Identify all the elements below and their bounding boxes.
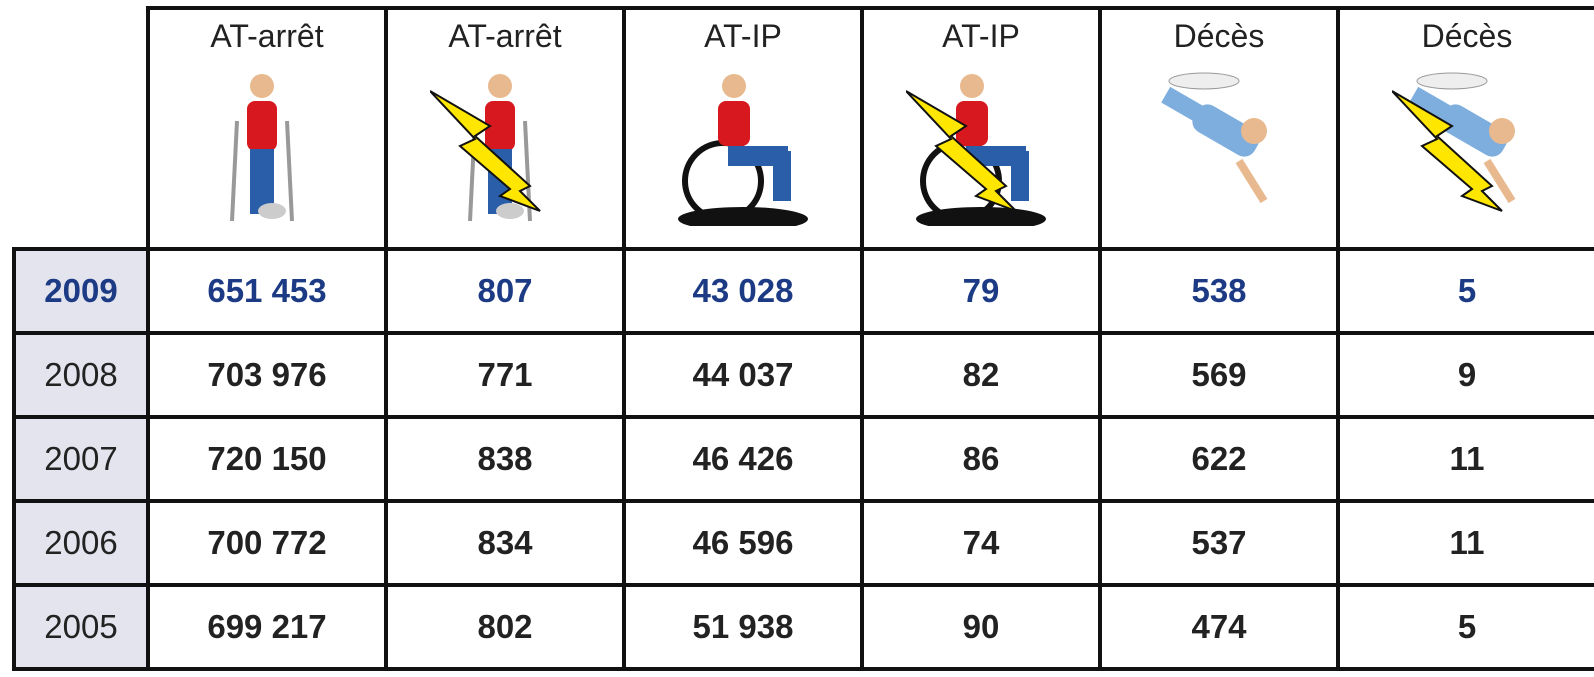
value-cell: 82 — [860, 331, 1102, 419]
cell-text: AT-IP — [704, 18, 782, 55]
cell-text: 569 — [1191, 356, 1246, 394]
value-cell: 46 426 — [622, 415, 864, 503]
value-cell: 51 938 — [622, 583, 864, 671]
icon — [1392, 61, 1542, 226]
value-cell: 538 — [1098, 247, 1340, 335]
year-cell: 2008 — [12, 331, 150, 419]
value-cell: 622 — [1098, 415, 1340, 503]
value-cell: 569 — [1098, 331, 1340, 419]
cell-text: 79 — [963, 272, 1000, 310]
year-cell: 2005 — [12, 583, 150, 671]
header-cell: AT-arrêt — [384, 6, 626, 251]
value-cell: 703 976 — [146, 331, 388, 419]
cell-text: 720 150 — [207, 440, 326, 478]
value-cell: 90 — [860, 583, 1102, 671]
icon — [430, 61, 580, 226]
value-cell: 771 — [384, 331, 626, 419]
cell-text: 82 — [963, 356, 1000, 394]
cell-text: 703 976 — [207, 356, 326, 394]
icon — [192, 61, 342, 226]
header-cell: Décès — [1098, 6, 1340, 251]
value-cell: 802 — [384, 583, 626, 671]
cell-text: 2009 — [44, 272, 117, 310]
value-cell: 699 217 — [146, 583, 388, 671]
cell-text: AT-arrêt — [448, 18, 561, 55]
year-cell: 2006 — [12, 499, 150, 587]
year-cell: 2009 — [12, 247, 150, 335]
value-cell: 807 — [384, 247, 626, 335]
cell-text: 838 — [477, 440, 532, 478]
cell-text: 700 772 — [207, 524, 326, 562]
cell-text: 51 938 — [693, 608, 794, 646]
cell-text: 771 — [477, 356, 532, 394]
header-cell: AT-arrêt — [146, 6, 388, 251]
value-cell: 11 — [1336, 499, 1594, 587]
value-cell: 5 — [1336, 247, 1594, 335]
cell-text: Décès — [1422, 18, 1513, 55]
value-cell: 43 028 — [622, 247, 864, 335]
cell-text: 44 037 — [693, 356, 794, 394]
cell-text: 474 — [1191, 608, 1246, 646]
value-cell: 5 — [1336, 583, 1594, 671]
value-cell: 44 037 — [622, 331, 864, 419]
cell-text: 622 — [1191, 440, 1246, 478]
cell-text: 651 453 — [207, 272, 326, 310]
value-cell: 11 — [1336, 415, 1594, 503]
cell-text: 11 — [1450, 524, 1485, 562]
cell-text: 538 — [1191, 272, 1246, 310]
value-cell: 86 — [860, 415, 1102, 503]
cell-text: 537 — [1191, 524, 1246, 562]
cell-text: 5 — [1458, 272, 1476, 310]
cell-text: Décès — [1174, 18, 1265, 55]
cell-text: 46 426 — [693, 440, 794, 478]
page: AT-arrêt AT-arrêt AT-IP AT-IP Décès Décès… — [0, 0, 1594, 677]
year-cell: 2007 — [12, 415, 150, 503]
cell-text: 5 — [1458, 608, 1476, 646]
cell-text: 74 — [963, 524, 1000, 562]
value-cell: 700 772 — [146, 499, 388, 587]
cell-text: 807 — [477, 272, 532, 310]
cell-text: 11 — [1450, 440, 1485, 478]
cell-text: 9 — [1458, 356, 1476, 394]
cell-text: 802 — [477, 608, 532, 646]
cell-text: 834 — [477, 524, 532, 562]
value-cell: 79 — [860, 247, 1102, 335]
cell-text: 699 217 — [207, 608, 326, 646]
cell-text: AT-arrêt — [210, 18, 323, 55]
icon — [668, 61, 818, 226]
value-cell: 834 — [384, 499, 626, 587]
value-cell: 474 — [1098, 583, 1340, 671]
cell-text: 2005 — [44, 608, 117, 646]
icon — [1144, 61, 1294, 226]
header-cell: AT-IP — [622, 6, 864, 251]
value-cell: 720 150 — [146, 415, 388, 503]
cell-text: 43 028 — [693, 272, 794, 310]
cell-text: 2007 — [44, 440, 117, 478]
value-cell: 838 — [384, 415, 626, 503]
value-cell: 74 — [860, 499, 1102, 587]
value-cell: 651 453 — [146, 247, 388, 335]
value-cell: 9 — [1336, 331, 1594, 419]
icon — [906, 61, 1056, 226]
value-cell: 537 — [1098, 499, 1340, 587]
cell-text: 86 — [963, 440, 1000, 478]
cell-text: 90 — [963, 608, 1000, 646]
cell-text: 2008 — [44, 356, 117, 394]
cell-text: 46 596 — [693, 524, 794, 562]
cell-text: AT-IP — [942, 18, 1020, 55]
header-cell: AT-IP — [860, 6, 1102, 251]
cell-text: 2006 — [44, 524, 117, 562]
header-cell: Décès — [1336, 6, 1594, 251]
value-cell: 46 596 — [622, 499, 864, 587]
